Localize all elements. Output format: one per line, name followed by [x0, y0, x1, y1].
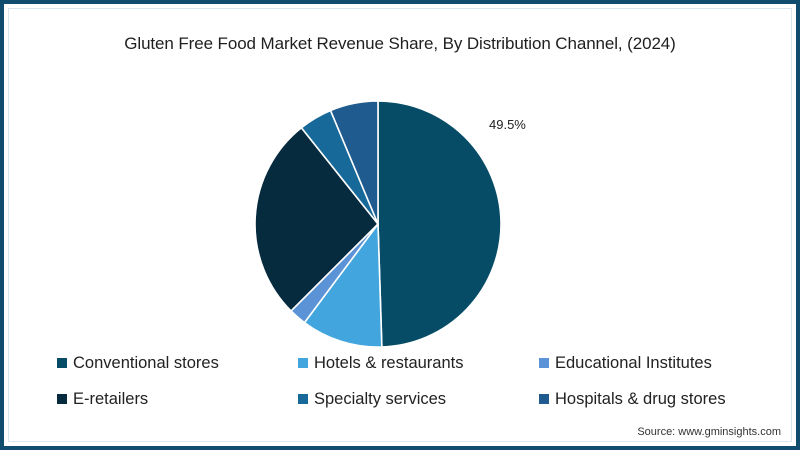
slice-label-conventional-stores: 49.5%	[489, 117, 526, 132]
legend-item-hospitals-drug-stores: Hospitals & drug stores	[539, 388, 779, 410]
legend-item-conventional-stores: Conventional stores	[57, 352, 298, 374]
pie-slice-hotels-restaurants	[303, 223, 383, 348]
legend-item-educational-institutes: Educational Institutes	[539, 352, 779, 374]
legend-swatch-icon	[298, 358, 308, 368]
legend-label: Conventional stores	[73, 353, 219, 372]
legend-item-hotels-restaurants: Hotels & restaurants	[298, 352, 539, 374]
legend-label: E-retailers	[73, 389, 149, 408]
legend-label: Hotels & restaurants	[314, 353, 464, 372]
legend-swatch-icon	[539, 394, 549, 404]
pie-slice-e-retailers	[254, 126, 379, 312]
chart-title: Gluten Free Food Market Revenue Share, B…	[124, 34, 676, 53]
legend-item-specialty-services: Specialty services	[298, 388, 539, 410]
legend-swatch-icon	[57, 358, 67, 368]
legend-label: Hospitals & drug stores	[555, 389, 726, 408]
pie-slice-hospitals-drug-stores	[329, 100, 379, 225]
source-note: Source: www.gminsights.com	[637, 426, 781, 438]
legend-swatch-icon	[539, 358, 549, 368]
legend-item-e-retailers: E-retailers	[57, 388, 298, 410]
pie-slice-conventional-stores	[377, 100, 502, 348]
legend-label: Specialty services	[314, 389, 447, 408]
legend-label: Educational Institutes	[555, 353, 712, 372]
legend: Conventional stores Hotels & restaurants…	[57, 352, 777, 410]
legend-swatch-icon	[57, 394, 67, 404]
legend-swatch-icon	[298, 394, 308, 404]
pie-slices	[254, 100, 502, 348]
